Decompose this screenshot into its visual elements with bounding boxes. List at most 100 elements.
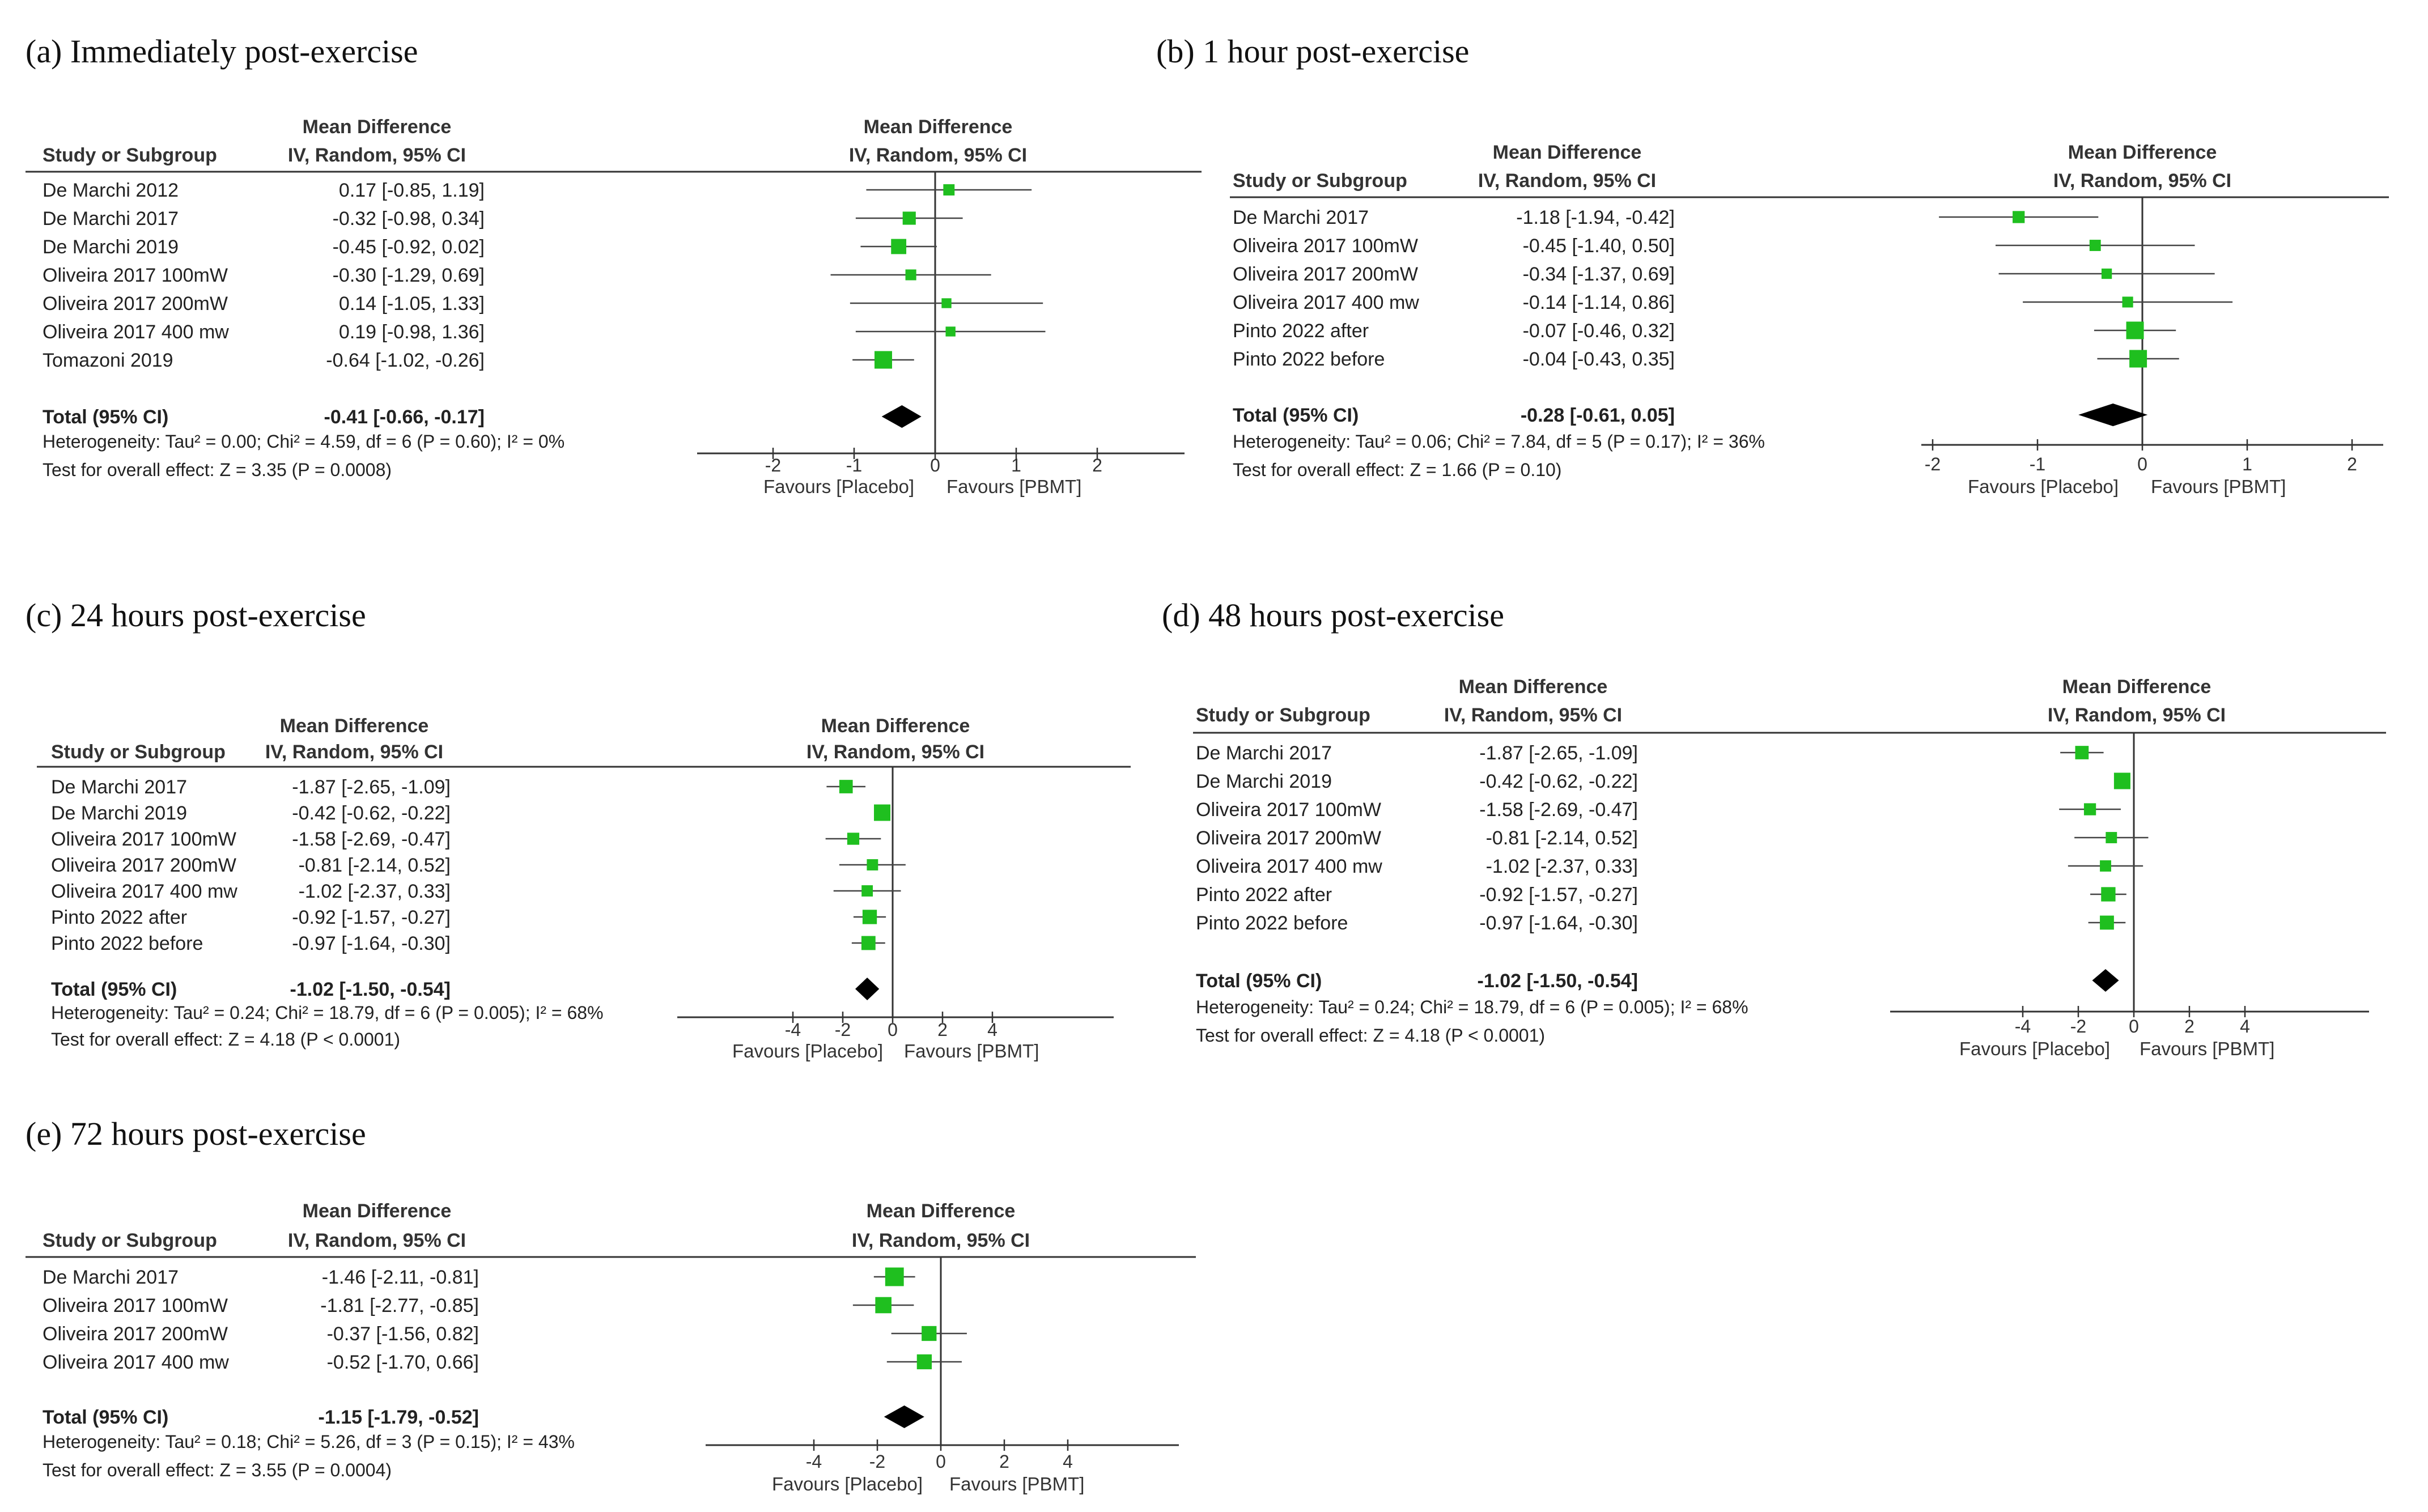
favours-pbmt-label: Favours [PBMT] (904, 1040, 1039, 1061)
pooled-effect-diamond (881, 405, 922, 428)
study-ci-value: -0.92 [-1.57, -0.27] (292, 907, 451, 928)
header-mean-difference-right: Mean Difference (2068, 142, 2217, 163)
study-ci-value: -0.42 [-0.62, -0.22] (292, 802, 451, 824)
x-tick-label: -2 (835, 1020, 851, 1040)
favours-placebo-label: Favours [Placebo] (1959, 1038, 2110, 1059)
header-mean-difference-right: Mean Difference (821, 715, 970, 737)
pooled-effect-diamond (884, 1405, 924, 1428)
header-study-or-subgroup: Study or Subgroup (1196, 704, 1370, 726)
study-name: Pinto 2022 before (1196, 912, 1348, 934)
overall-effect-text: Test for overall effect: Z = 4.18 (P < 0… (1196, 1025, 1545, 1046)
study-ci-value: -1.02 [-2.37, 0.33] (1486, 856, 1638, 877)
study-name: Oliveira 2017 400 mw (1196, 856, 1382, 877)
study-marker (874, 351, 892, 369)
header-mean-difference-right: Mean Difference (2062, 676, 2211, 698)
study-marker (2129, 350, 2147, 368)
study-ci-value: -0.97 [-1.64, -0.30] (1479, 912, 1638, 934)
x-tick-label: 0 (936, 1451, 946, 1472)
x-tick-label: 2 (937, 1020, 948, 1040)
study-marker (839, 780, 853, 793)
study-ci-value: -1.02 [-2.37, 0.33] (299, 881, 451, 902)
header-iv-random-left: IV, Random, 95% CI (288, 1230, 466, 1251)
study-ci-value: 0.17 [-0.85, 1.19] (339, 180, 485, 201)
panel-title: (e) 72 hours post-exercise (26, 1115, 366, 1152)
header-study-or-subgroup: Study or Subgroup (43, 1230, 217, 1251)
x-tick-label: 0 (2129, 1016, 2139, 1037)
total-ci-value: -0.28 [-0.61, 0.05] (1521, 405, 1675, 426)
study-marker (867, 859, 878, 870)
pooled-effect-diamond (2092, 969, 2119, 992)
study-name: De Marchi 2019 (51, 802, 187, 824)
x-tick-label: 2 (2184, 1016, 2194, 1037)
panel-title: (a) Immediately post-exercise (26, 33, 418, 70)
study-name: De Marchi 2017 (1233, 207, 1369, 228)
favours-placebo-label: Favours [Placebo] (1968, 476, 2119, 497)
total-ci-value: -1.15 [-1.79, -0.52] (319, 1407, 479, 1428)
favours-pbmt-label: Favours [PBMT] (2140, 1038, 2274, 1059)
header-study-or-subgroup: Study or Subgroup (1233, 170, 1407, 192)
favours-pbmt-label: Favours [PBMT] (946, 476, 1081, 497)
header-iv-random-right: IV, Random, 95% CI (852, 1230, 1030, 1251)
study-ci-value: -0.34 [-1.37, 0.69] (1523, 264, 1675, 285)
header-iv-random-left: IV, Random, 95% CI (288, 145, 466, 166)
study-ci-value: -1.58 [-2.69, -0.47] (292, 829, 451, 850)
x-tick-label: -1 (2030, 454, 2045, 474)
study-marker (2013, 211, 2025, 223)
x-tick-label: -2 (1925, 454, 1941, 474)
study-name: De Marchi 2017 (51, 776, 187, 798)
forest-panel-d: (d) 48 hours post-exercise Study or Subgr… (1162, 597, 2386, 1059)
forest-panel-c: (c) 24 hours post-exercise Study or Subgr… (26, 597, 1131, 1061)
study-name: Pinto 2022 after (1196, 884, 1332, 906)
study-name: De Marchi 2017 (43, 208, 179, 230)
favours-pbmt-label: Favours [PBMT] (949, 1473, 1084, 1494)
x-tick-label: -2 (869, 1451, 885, 1472)
study-ci-value: -0.07 [-0.46, 0.32] (1523, 320, 1675, 342)
x-tick-label: 2 (2347, 454, 2357, 474)
study-ci-value: -0.45 [-1.40, 0.50] (1523, 235, 1675, 257)
heterogeneity-text: Heterogeneity: Tau² = 0.00; Chi² = 4.59,… (43, 431, 564, 452)
x-tick-label: -4 (2015, 1016, 2031, 1037)
study-marker (885, 1267, 904, 1286)
panel-title: (c) 24 hours post-exercise (26, 597, 366, 634)
study-name: De Marchi 2019 (1196, 771, 1332, 792)
x-tick-label: 4 (987, 1020, 997, 1040)
heterogeneity-text: Heterogeneity: Tau² = 0.18; Chi² = 5.26,… (43, 1432, 575, 1452)
header-mean-difference-left: Mean Difference (303, 1200, 452, 1222)
x-tick-label: -2 (765, 455, 781, 475)
overall-effect-text: Test for overall effect: Z = 3.35 (P = 0… (43, 460, 392, 480)
study-ci-value: -1.18 [-1.94, -0.42] (1516, 207, 1675, 228)
overall-effect-text: Test for overall effect: Z = 4.18 (P < 0… (51, 1029, 400, 1050)
study-ci-value: -0.45 [-0.92, 0.02] (333, 236, 485, 258)
overall-effect-text: Test for overall effect: Z = 1.66 (P = 0… (1233, 460, 1561, 480)
header-mean-difference-right: Mean Difference (864, 116, 1013, 138)
study-marker (847, 833, 860, 845)
header-study-or-subgroup: Study or Subgroup (51, 741, 226, 763)
total-label: Total (95% CI) (1196, 970, 1322, 992)
pooled-effect-diamond (2078, 404, 2148, 426)
study-marker (2101, 887, 2116, 902)
study-ci-value: -0.42 [-0.62, -0.22] (1479, 771, 1638, 792)
study-marker (2100, 915, 2114, 930)
x-tick-label: -2 (2070, 1016, 2086, 1037)
study-name: Oliveira 2017 400 mw (43, 1352, 229, 1373)
study-marker (2075, 746, 2089, 759)
study-name: Oliveira 2017 200mW (1233, 264, 1418, 285)
study-ci-value: -1.87 [-2.65, -1.09] (1479, 742, 1638, 764)
x-tick-label: -1 (846, 455, 862, 475)
study-ci-value: -0.37 [-1.56, 0.82] (327, 1323, 479, 1345)
study-ci-value: -0.30 [-1.29, 0.69] (333, 265, 485, 286)
study-marker (905, 269, 916, 281)
x-tick-label: 1 (2242, 454, 2252, 474)
study-marker (922, 1326, 937, 1341)
study-ci-value: -0.04 [-0.43, 0.35] (1523, 349, 1675, 370)
study-name: Pinto 2022 after (51, 907, 187, 928)
study-marker (2113, 772, 2130, 789)
total-ci-value: -1.02 [-1.50, -0.54] (1478, 970, 1638, 992)
study-name: Oliveira 2017 100mW (43, 1295, 228, 1316)
x-tick-label: 4 (2240, 1016, 2250, 1037)
header-iv-random-left: IV, Random, 95% CI (265, 741, 443, 763)
study-ci-value: -1.81 [-2.77, -0.85] (320, 1295, 479, 1316)
study-ci-value: -0.14 [-1.14, 0.86] (1523, 292, 1675, 313)
study-marker (916, 1354, 932, 1370)
pooled-effect-diamond (855, 978, 880, 1000)
